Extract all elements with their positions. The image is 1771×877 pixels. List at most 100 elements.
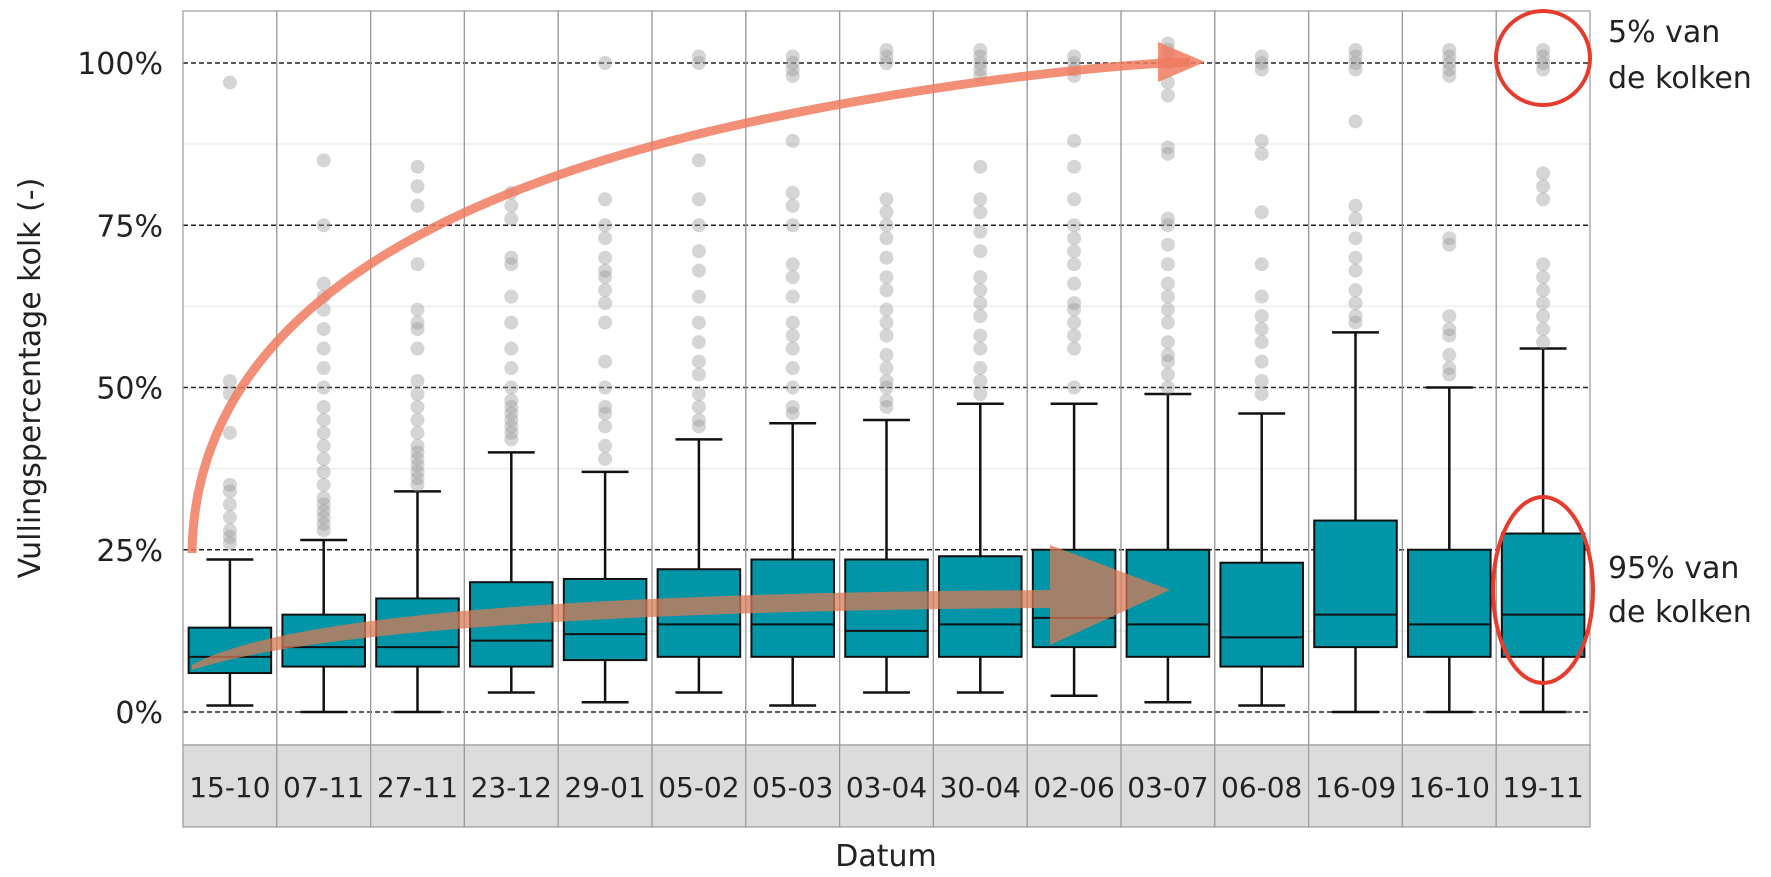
outlier-point: [973, 159, 988, 174]
outlier-point: [1160, 276, 1175, 291]
facet-strip: [1307, 744, 1403, 828]
outlier-point: [973, 296, 988, 311]
outlier-point: [785, 399, 800, 414]
outlier-point: [504, 250, 519, 265]
outlier-point: [785, 341, 800, 356]
outlier-point: [598, 231, 613, 246]
outlier-point: [316, 322, 331, 337]
outlier-point: [410, 386, 425, 401]
outlier-point: [1067, 302, 1082, 317]
outlier-point: [785, 289, 800, 304]
outlier-point: [1067, 296, 1082, 311]
facet-strip: [1401, 744, 1497, 828]
outlier-point: [1442, 309, 1457, 324]
outlier-point: [1348, 49, 1363, 64]
outlier-point: [598, 354, 613, 369]
outlier-point: [222, 523, 237, 538]
outlier-point: [316, 438, 331, 453]
outlier-point: [1348, 211, 1363, 226]
outlier-point: [1254, 289, 1269, 304]
outlier-point: [598, 56, 613, 70]
outlier-point: [598, 296, 613, 311]
outlier-point: [598, 315, 613, 330]
outlier-point: [879, 270, 894, 285]
outlier-point: [598, 451, 613, 466]
outlier-point: [1254, 257, 1269, 272]
outlier-point: [316, 412, 331, 427]
outlier-point: [1348, 283, 1363, 298]
outlier-point: [1067, 328, 1082, 343]
outlier-point: [973, 192, 988, 207]
outlier-point: [1536, 62, 1551, 77]
outlier-point: [785, 133, 800, 148]
outlier-point: [410, 451, 425, 466]
y-axis-ticks: 0% 25% 50% 75% 100%: [77, 47, 163, 731]
y-axis-title: Vullingspercentage kolk (-): [13, 178, 48, 579]
outlier-point: [410, 341, 425, 356]
outlier-point: [504, 432, 519, 447]
outlier-point: [785, 49, 800, 64]
outlier-point: [1536, 309, 1551, 324]
outlier-point: [1067, 341, 1082, 356]
outlier-point: [691, 354, 706, 369]
outlier-point: [1348, 56, 1363, 70]
outlier-point: [598, 270, 613, 285]
outlier-point: [316, 361, 331, 376]
facet-strip: [838, 744, 934, 828]
outlier-point: [691, 263, 706, 278]
outlier-point: [1442, 237, 1457, 252]
top-right-highlight-circle: [1494, 9, 1592, 107]
outlier-point: [1160, 257, 1175, 272]
outlier-point: [785, 185, 800, 200]
outlier-point: [973, 56, 988, 70]
outlier-point: [973, 270, 988, 285]
outlier-point: [973, 244, 988, 259]
outlier-point: [1160, 140, 1175, 155]
upper-arrowhead: [1158, 42, 1205, 82]
outlier-point: [222, 510, 237, 525]
outlier-point: [1536, 166, 1551, 181]
outlier-point: [1536, 270, 1551, 285]
outlier-point: [1442, 361, 1457, 376]
outlier-point: [1254, 335, 1269, 350]
iqr-box: [1407, 548, 1492, 658]
outlier-point: [1254, 322, 1269, 337]
outlier-point: [785, 257, 800, 272]
outlier-layer: [222, 36, 1551, 551]
outlier-point: [1348, 114, 1363, 129]
facet-strip: [463, 744, 559, 828]
outlier-point: [1348, 315, 1363, 330]
x-category-label: 05-02: [658, 771, 739, 804]
outlier-point: [410, 438, 425, 453]
outlier-point: [504, 380, 519, 395]
outlier-point: [1442, 56, 1457, 70]
outlier-point: [879, 348, 894, 363]
facet-strip: [1495, 744, 1591, 828]
outlier-point: [785, 315, 800, 330]
x-category-label: 05-03: [752, 771, 833, 804]
outlier-point: [879, 399, 894, 414]
outlier-point: [316, 153, 331, 168]
outlier-point: [222, 425, 237, 440]
outlier-point: [1160, 218, 1175, 233]
upper-curved-arrow: [187, 57, 1191, 554]
outlier-point: [1160, 211, 1175, 226]
outlier-point: [222, 484, 237, 499]
outlier-point: [1442, 231, 1457, 246]
outlier-point: [1442, 49, 1457, 64]
outlier-point: [785, 380, 800, 395]
outlier-point: [1536, 283, 1551, 298]
outlier-point: [879, 315, 894, 330]
outlier-point: [410, 399, 425, 414]
outlier-point: [316, 464, 331, 479]
x-category-label: 27-11: [377, 771, 458, 804]
outlier-point: [1160, 348, 1175, 363]
outlier-point: [1160, 146, 1175, 161]
outlier-point: [316, 516, 331, 531]
outlier-point: [504, 211, 519, 226]
outlier-point: [1254, 309, 1269, 324]
x-category-label: 07-11: [283, 771, 364, 804]
outlier-point: [785, 62, 800, 77]
outlier-point: [1254, 386, 1269, 401]
